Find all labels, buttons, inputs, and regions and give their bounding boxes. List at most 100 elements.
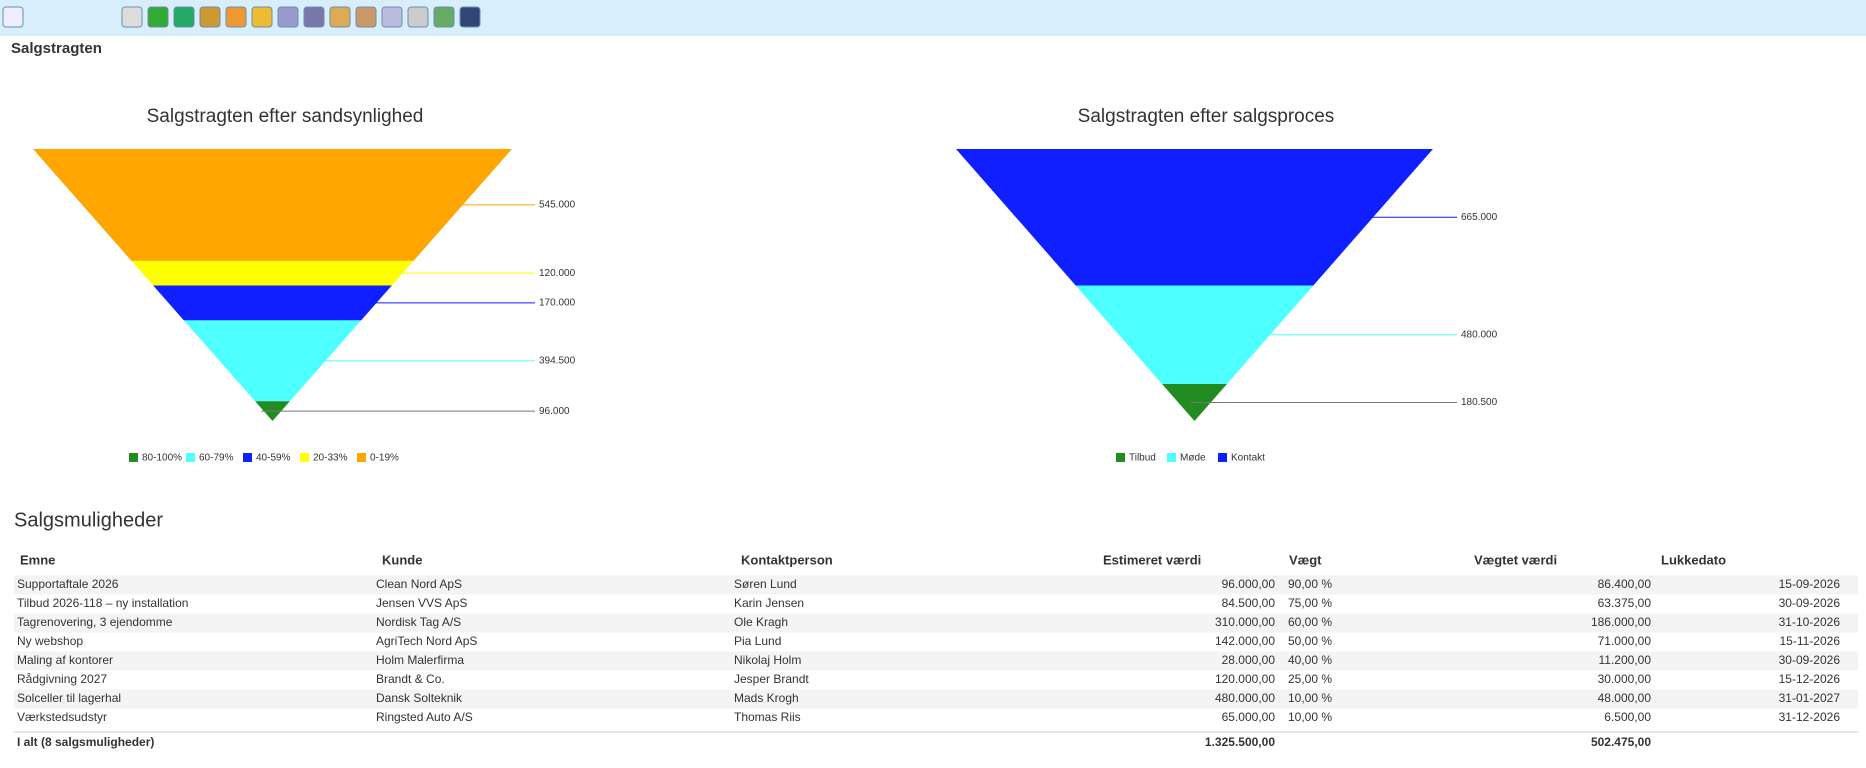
table-cell: Nikolaj Holm (734, 653, 801, 667)
legend-label: 0-19% (370, 453, 399, 464)
value-label: 96.000 (539, 406, 570, 417)
chart-title: Salgstragten efter sandsynlighed (147, 106, 424, 127)
table-cell: 90,00 % (1288, 577, 1332, 591)
table-cell: 15-11-2026 (1780, 634, 1841, 648)
table-cell: 31-12-2026 (1779, 710, 1841, 724)
value-label: 480.000 (1461, 329, 1498, 340)
table-cell: 28.000,00 (1222, 653, 1276, 667)
table-cell: 75,00 % (1288, 596, 1332, 610)
toolbar-button[interactable] (329, 6, 351, 28)
table-cell: Tilbud 2026-118 – ny installation (17, 596, 188, 610)
total-estimated: 1.325.500,00 (1205, 735, 1275, 749)
column-header: Vægtet værdi (1474, 552, 1557, 567)
legend-label: Tilbud (1129, 453, 1156, 464)
toolbar-button[interactable] (433, 6, 455, 28)
legend-swatch (300, 453, 309, 462)
table-cell: Søren Lund (734, 577, 797, 591)
table-cell: 84.500,00 (1222, 596, 1276, 610)
table-cell: Thomas Riis (734, 710, 801, 724)
toolbar-button[interactable] (277, 6, 299, 28)
legend-label: 80-100% (142, 453, 182, 464)
table-cell: Dansk Solteknik (376, 691, 463, 705)
toolbar-button[interactable] (121, 6, 143, 28)
table-cell: 10,00 % (1288, 691, 1332, 705)
table-cell: 40,00 % (1288, 653, 1332, 667)
funnel-segment (153, 285, 392, 321)
legend-label: 60-79% (199, 453, 234, 464)
table-cell: 60,00 % (1288, 615, 1332, 629)
legend-swatch (357, 453, 366, 462)
table-cell: 71.000,00 (1598, 634, 1652, 648)
table-cell: Ny webshop (17, 634, 83, 648)
funnel-segment (33, 149, 512, 261)
table-cell: Clean Nord ApS (376, 577, 462, 591)
legend-label: 40-59% (256, 453, 291, 464)
table-cell: Jesper Brandt (734, 672, 809, 686)
legend-swatch (186, 453, 195, 462)
column-header: Emne (20, 552, 55, 567)
toolbar-button[interactable] (2, 6, 24, 28)
toolbar-button[interactable] (225, 6, 247, 28)
row-background (14, 613, 1858, 633)
legend-swatch (1167, 453, 1176, 462)
table-cell: 480.000,00 (1215, 691, 1275, 705)
toolbar-button[interactable] (303, 6, 325, 28)
value-label: 180.500 (1461, 397, 1498, 408)
table-cell: 10,00 % (1288, 710, 1332, 724)
table-cell: 63.375,00 (1598, 596, 1652, 610)
table-cell: Maling af kontorer (17, 653, 113, 667)
table-cell: 65.000,00 (1222, 710, 1276, 724)
table-cell: AgriTech Nord ApS (376, 634, 477, 648)
total-label: I alt (8 salgsmuligheder) (17, 735, 154, 749)
column-header: Kunde (382, 552, 422, 567)
legend-swatch (1116, 453, 1125, 462)
legend-label: 20-33% (313, 453, 348, 464)
table-cell: Mads Krogh (734, 691, 799, 705)
table-cell: 30-09-2026 (1779, 596, 1841, 610)
table-cell: Jensen VVS ApS (376, 596, 467, 610)
value-label: 545.000 (539, 200, 576, 211)
section-title: Salgsmuligheder (14, 509, 163, 531)
table-cell: Solceller til lagerhal (17, 691, 121, 705)
toolbar-button[interactable] (147, 6, 169, 28)
funnel-segment (131, 260, 414, 286)
total-weighted: 502.475,00 (1591, 735, 1651, 749)
value-label: 665.000 (1461, 212, 1498, 223)
table-cell: 6.500,00 (1604, 710, 1651, 724)
table-cell: 120.000,00 (1215, 672, 1275, 686)
table-cell: Rådgivning 2027 (17, 672, 107, 686)
row-background (14, 575, 1858, 595)
table-cell: 96.000,00 (1222, 577, 1276, 591)
toolbar-icons (2, 6, 481, 28)
chart-title: Salgstragten efter salgsproces (1078, 106, 1335, 127)
toolbar-button[interactable] (173, 6, 195, 28)
table-cell: 186.000,00 (1591, 615, 1651, 629)
legend-label: Møde (1180, 453, 1206, 464)
toolbar-button[interactable] (199, 6, 221, 28)
table-cell: 30-09-2026 (1779, 653, 1841, 667)
toolbar-button[interactable] (251, 6, 273, 28)
column-header: Vægt (1289, 552, 1322, 567)
column-header: Lukkedato (1661, 552, 1726, 567)
funnel-segment (1075, 285, 1314, 384)
table-cell: Værkstedsudstyr (17, 710, 107, 724)
legend-swatch (1218, 453, 1227, 462)
table-cell: Holm Malerfirma (376, 653, 464, 667)
table-cell: 142.000,00 (1215, 634, 1275, 648)
table-cell: 50,00 % (1288, 634, 1332, 648)
table-cell: Brandt & Co. (376, 672, 445, 686)
toolbar-button[interactable] (381, 6, 403, 28)
table-cell: 15-12-2026 (1779, 672, 1841, 686)
table-cell: Nordisk Tag A/S (376, 615, 461, 629)
row-background (14, 651, 1858, 671)
table-cell: 15-09-2026 (1779, 577, 1841, 591)
toolbar-button[interactable] (355, 6, 377, 28)
toolbar-button[interactable] (459, 6, 481, 28)
value-label: 170.000 (539, 298, 576, 309)
table-cell: Tagrenovering, 3 ejendomme (17, 615, 173, 629)
page-title: Salgstragten (11, 40, 102, 57)
toolbar-button[interactable] (407, 6, 429, 28)
table-cell: 30.000,00 (1598, 672, 1652, 686)
table-cell: 25,00 % (1288, 672, 1332, 686)
